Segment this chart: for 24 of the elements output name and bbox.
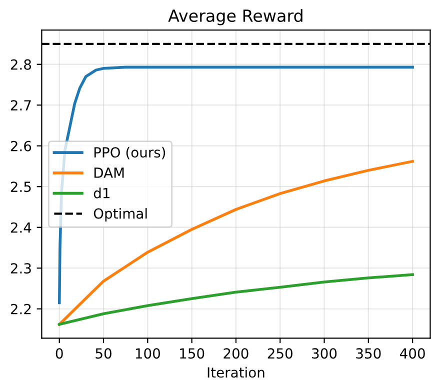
- y-tick-label: 2.6: [10, 140, 32, 152]
- legend-label: DAM: [94, 168, 124, 178]
- x-tick-label: 150: [180, 348, 204, 359]
- x-tick-label: 50: [96, 348, 112, 359]
- x-tick-label: 300: [312, 348, 337, 359]
- x-tick-label: 200: [224, 348, 248, 359]
- y-tick-label: 2.7: [10, 100, 31, 110]
- y-tick-label: 2.5: [10, 182, 31, 192]
- y-tick-label: 2.2: [10, 304, 31, 314]
- x-axis-title: Iteration: [208, 366, 264, 378]
- x-tick-label: 100: [136, 348, 160, 359]
- x-tick-label: 250: [268, 348, 292, 359]
- legend-label: d1: [94, 188, 110, 198]
- legend-label: Optimal: [94, 208, 147, 222]
- legend-label: PPO (ours): [94, 146, 166, 160]
- y-tick-label: 2.4: [10, 222, 32, 233]
- y-tick-label: 2.3: [10, 263, 31, 274]
- y-tick-label: 2.8: [10, 59, 32, 70]
- line-series: [58, 273, 414, 326]
- chart-title: Average Reward: [168, 9, 302, 26]
- x-tick-label: 350: [356, 348, 381, 359]
- x-tick-label: 0: [56, 348, 63, 359]
- x-tick-label: 400: [400, 348, 425, 359]
- line-series: [58, 160, 414, 326]
